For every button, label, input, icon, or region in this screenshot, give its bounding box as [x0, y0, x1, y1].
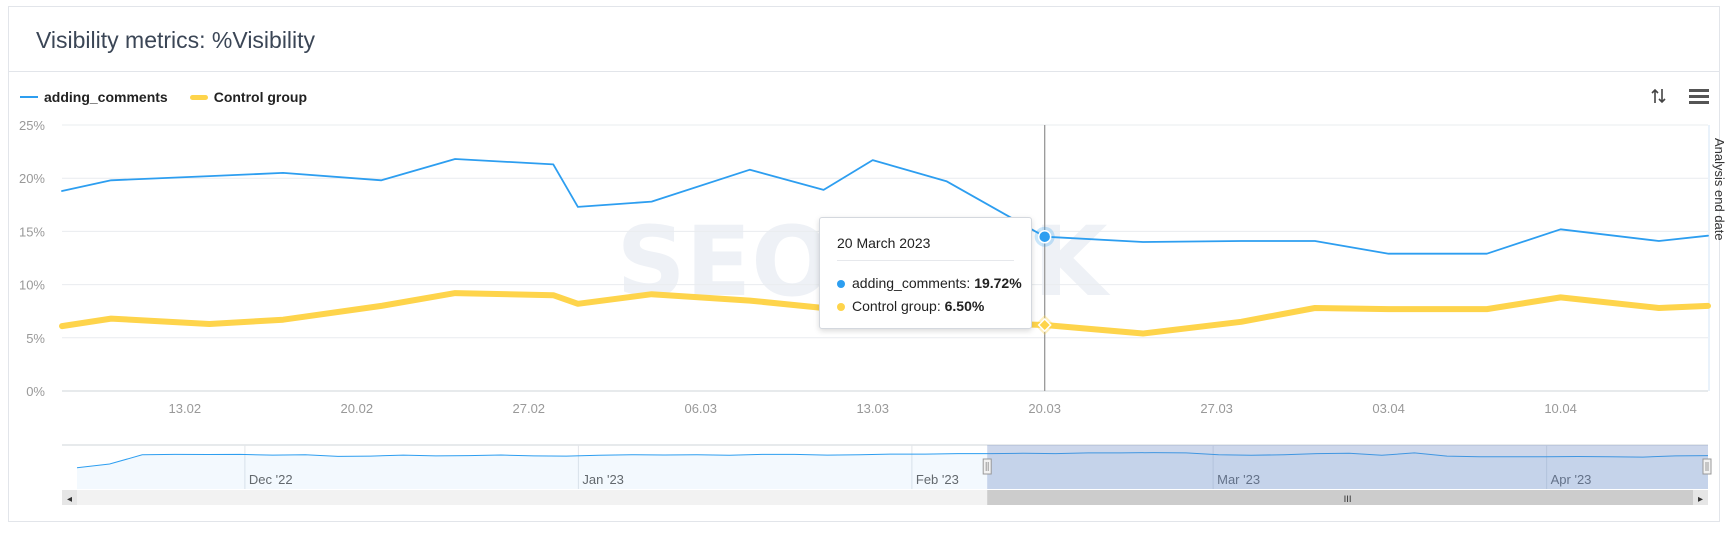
- tooltip-value: 6.50%: [944, 298, 985, 314]
- y-tick-label: 5%: [26, 331, 45, 346]
- x-tick-label: 13.02: [169, 401, 202, 416]
- tooltip-date: 20 March 2023: [837, 235, 931, 251]
- y-tick-label: 20%: [19, 171, 45, 186]
- chart-tooltip: 20 March 2023 adding_comments: 19.72% Co…: [819, 217, 1032, 329]
- highlight-point-adding-comments: [1037, 229, 1052, 244]
- legend-label: adding_comments: [44, 89, 168, 105]
- scrollbar-right-button[interactable]: [1693, 490, 1708, 505]
- tooltip-dot: [837, 280, 845, 289]
- y-tick-label: 0%: [26, 384, 45, 399]
- series-line-adding-comments: [61, 158, 1709, 255]
- hamburger-menu-icon[interactable]: [1688, 87, 1710, 105]
- navigator-left-handle[interactable]: [982, 458, 992, 475]
- tooltip-series: adding_comments: [852, 275, 967, 291]
- highlight-point-control-group: [1037, 317, 1052, 333]
- y-tick-label: 15%: [19, 224, 45, 239]
- navigator-selected-range: [987, 445, 1708, 489]
- legend-swatch-control-group: [189, 94, 208, 100]
- navigator-month-label: Feb '23: [916, 472, 959, 487]
- navigator-area: [77, 452, 1708, 489]
- scroll-right-arrow-icon: ▸: [1698, 494, 1703, 505]
- tooltip-row-control-group: Control group: 6.50%: [837, 298, 984, 314]
- navigator-month-label: Dec '22: [249, 472, 293, 487]
- navigator-month-label: Apr '23: [1551, 472, 1592, 487]
- chart-legend: adding_comments Control group: [20, 89, 329, 105]
- x-tick-label: 20.03: [1028, 401, 1061, 416]
- scrollbar-grip: III: [1344, 495, 1352, 505]
- x-tick-label: 27.03: [1200, 401, 1233, 416]
- legend-swatch-adding-comments: [20, 96, 38, 98]
- x-tick-label: 13.03: [856, 401, 889, 416]
- legend-item-control-group[interactable]: Control group: [189, 89, 308, 105]
- legend-item-adding-comments[interactable]: adding_comments: [20, 89, 168, 105]
- navigator-right-handle[interactable]: [1702, 458, 1712, 475]
- x-tick-label: 20.02: [341, 401, 374, 416]
- x-tick-label: 10.04: [1544, 401, 1577, 416]
- x-tick-label: 06.03: [684, 401, 717, 416]
- navigator-line: [76, 452, 1709, 469]
- legend-label: Control group: [213, 89, 308, 105]
- tooltip-value: 19.72%: [974, 275, 1022, 291]
- navigator-month-label: Mar '23: [1217, 472, 1260, 487]
- y-tick-label: 25%: [19, 118, 45, 133]
- x-tick-label: 03.04: [1372, 401, 1405, 416]
- x-tick-label: 27.02: [513, 401, 546, 416]
- scrollbar-left-button[interactable]: [62, 490, 77, 505]
- tooltip-dot: [837, 303, 845, 312]
- tooltip-row-adding-comments: adding_comments: 19.72%: [837, 275, 1022, 291]
- panel-header: Visibility metrics: %Visibility: [9, 7, 1719, 72]
- panel-title: Visibility metrics: %Visibility: [36, 27, 316, 53]
- analysis-end-date-label: Analysis end date: [1712, 138, 1727, 241]
- sort-arrows-icon[interactable]: [1650, 86, 1668, 106]
- y-tick-label: 10%: [19, 278, 45, 293]
- tooltip-series: Control group: [852, 298, 937, 314]
- scrollbar-thumb[interactable]: [987, 490, 1708, 505]
- navigator-month-label: Jan '23: [582, 472, 624, 487]
- scroll-left-arrow-icon: ◂: [67, 494, 72, 505]
- tooltip-divider: [837, 260, 1014, 261]
